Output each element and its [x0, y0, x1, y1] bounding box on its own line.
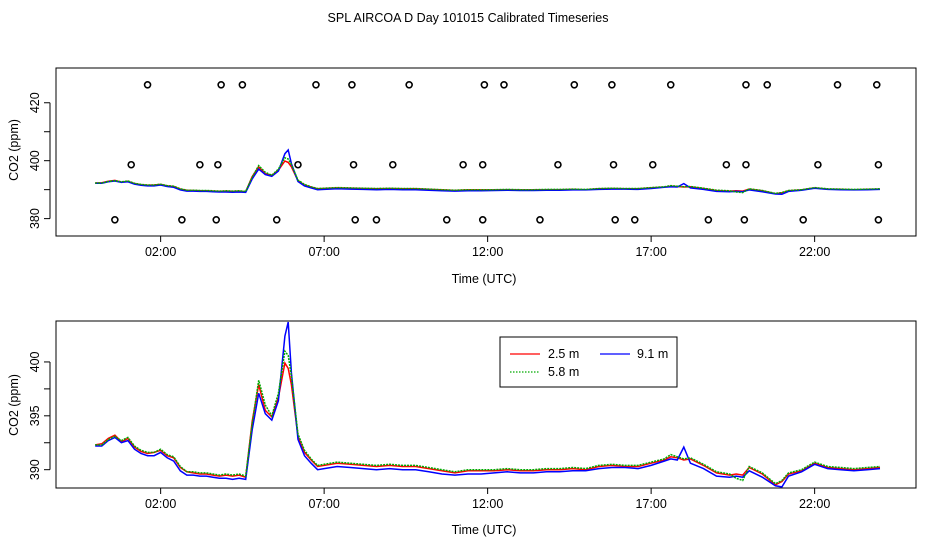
top-x-tick-label: 02:00	[145, 245, 176, 259]
calibration-point	[196, 160, 204, 169]
bottom-series-lines	[95, 321, 881, 488]
calibration-point	[648, 160, 657, 169]
top-y-axis-label: CO2 (ppm)	[7, 119, 21, 181]
calibration-point	[874, 215, 883, 224]
top-series-lines	[95, 148, 881, 196]
calibration-point	[459, 160, 467, 169]
calibration-point	[833, 81, 842, 89]
bottom-x-axis-label: Time (UTC)	[452, 523, 517, 537]
calibration-point	[630, 215, 639, 224]
bottom-y-axis-label: CO2 (ppm)	[7, 374, 21, 436]
top-x-axis: 02:00 07:00 12:00 17:00 22:00	[145, 236, 830, 259]
calibration-point	[666, 81, 675, 89]
top-y-tick-label: 400	[28, 150, 42, 171]
top-x-tick-label: 12:00	[472, 245, 503, 259]
calibration-point	[111, 215, 119, 224]
calibration-point	[799, 215, 807, 224]
calibration-point	[478, 215, 487, 224]
calibration-point	[351, 215, 360, 224]
calibration-point	[874, 160, 883, 169]
top-series-5-8-m	[95, 156, 881, 195]
calibration-point	[312, 81, 320, 89]
top-x-tick-label: 07:00	[308, 245, 339, 259]
bottom-y-axis: 390 395 400	[28, 351, 51, 480]
calibration-point	[405, 81, 413, 89]
legend-label-2-5m: 2.5 m	[548, 347, 579, 361]
bottom-plot: 02:00 07:00 12:00 17:00 22:00 390 395 400 Time…	[7, 320, 917, 537]
calibration-point	[554, 160, 562, 169]
calibration-point	[143, 81, 152, 89]
calibration-point	[872, 81, 881, 89]
bottom-x-tick-label: 07:00	[308, 497, 339, 511]
calibration-point	[611, 215, 619, 224]
calibration-point	[608, 81, 616, 89]
calibration-point	[348, 81, 356, 89]
calibration-point	[212, 215, 221, 224]
bottom-plot-frame	[55, 320, 917, 489]
calibration-point	[127, 160, 136, 169]
calibration-point	[442, 215, 451, 224]
calibration-point	[763, 81, 772, 89]
calibration-point	[814, 160, 822, 169]
legend-label-5-8m: 5.8 m	[548, 365, 579, 379]
bottom-series-9-1-m	[95, 321, 881, 488]
calibration-point	[609, 160, 618, 169]
top-x-tick-label: 17:00	[635, 245, 666, 259]
top-plot-frame	[55, 67, 917, 237]
top-x-axis-label: Time (UTC)	[452, 272, 517, 286]
calibration-point	[742, 160, 750, 169]
calibration-point	[178, 215, 186, 224]
calibration-point	[294, 160, 302, 169]
calibration-point	[722, 160, 731, 169]
calibration-point	[372, 215, 381, 224]
figure-title: SPL AIRCOA D Day 101015 Calibrated Times…	[328, 11, 609, 25]
calibration-point	[272, 215, 281, 224]
top-x-tick-label: 22:00	[799, 245, 830, 259]
bottom-series-2-5-m	[95, 360, 881, 486]
bottom-x-tick-label: 02:00	[145, 497, 176, 511]
calibration-point	[478, 160, 487, 169]
calibration-point	[570, 81, 579, 89]
legend: 2.5 m 5.8 m 9.1 m	[499, 336, 678, 388]
calibration-point	[349, 160, 358, 169]
calibration-point	[536, 215, 544, 224]
bottom-x-tick-label: 22:00	[799, 497, 830, 511]
legend-box	[499, 336, 678, 388]
bottom-y-tick-label: 395	[28, 405, 42, 426]
legend-label-9-1m: 9.1 m	[637, 347, 668, 361]
top-series-2-5-m	[95, 160, 881, 195]
calibration-point	[238, 81, 247, 89]
bottom-series-5-8-m	[95, 349, 881, 485]
calibration-point	[742, 81, 750, 89]
top-y-tick-label: 380	[28, 208, 42, 229]
calibration-point	[500, 81, 508, 89]
bottom-x-tick-label: 12:00	[472, 497, 503, 511]
bottom-x-axis: 02:00 07:00 12:00 17:00 22:00	[145, 488, 830, 511]
bottom-y-tick-label: 400	[28, 351, 42, 372]
calibration-point	[740, 215, 749, 224]
calibration-point	[480, 81, 489, 89]
calibration-point	[389, 160, 397, 169]
bottom-x-tick-label: 17:00	[635, 497, 666, 511]
calibration-point	[217, 81, 225, 89]
bottom-y-tick-label: 390	[28, 459, 42, 480]
calibration-point	[214, 160, 222, 169]
top-calibration-points	[111, 81, 883, 224]
top-plot: 02:00 07:00 12:00 17:00 22:00 380 400 420 Time…	[7, 67, 917, 286]
top-series-9-1-m	[95, 148, 881, 196]
top-y-axis: 380 400 420	[28, 92, 51, 229]
top-y-tick-label: 420	[28, 92, 42, 113]
calibration-point	[704, 215, 713, 224]
